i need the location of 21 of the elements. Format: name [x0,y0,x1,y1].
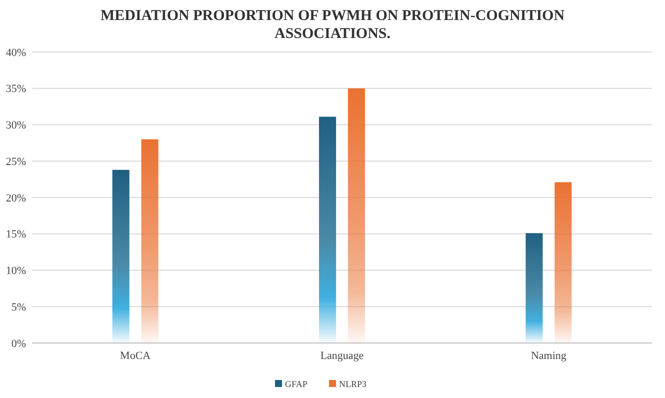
y-tick-label: 35% [6,83,26,96]
x-tick-label: Language [320,350,364,362]
y-tick-label: 15% [6,228,26,241]
y-tick-label: 30% [6,120,26,132]
bar [319,116,336,343]
y-tick-label: 5% [11,301,26,314]
legend-label: GFAP [285,379,308,389]
y-tick-label: 20% [6,192,26,204]
x-tick-label: Naming [530,350,567,362]
legend-label: NLRP3 [339,379,368,389]
chart-title: MEDIATION PROPORTION OF PWMH ON PROTEIN-COGNITION ASSOCIATIONS. [100,8,565,42]
y-tick-label: 25% [6,156,26,168]
bar [348,88,365,343]
bar [526,233,543,343]
y-tick-label: 10% [6,265,26,278]
bar [112,170,130,343]
y-tick-label: 40% [6,46,26,59]
y-tick-label: 0% [11,338,26,350]
x-tick-label: MoCA [120,350,151,362]
bar [554,182,572,343]
bar [141,139,158,343]
